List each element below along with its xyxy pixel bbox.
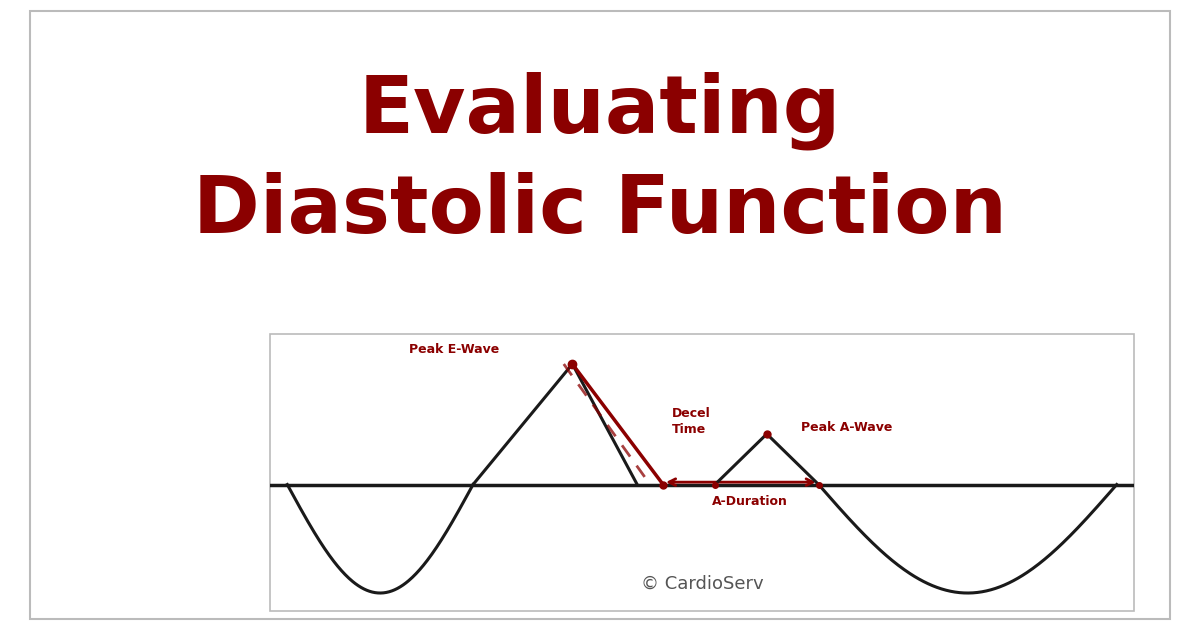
Text: © CardioServ: © CardioServ (641, 575, 763, 592)
Text: A-Duration: A-Duration (712, 495, 787, 508)
Text: Evaluating: Evaluating (359, 71, 841, 149)
Text: Decel
Time: Decel Time (672, 408, 710, 437)
FancyBboxPatch shape (270, 334, 1134, 611)
Text: Peak A-Wave: Peak A-Wave (802, 421, 893, 435)
Text: Diastolic Function: Diastolic Function (193, 172, 1007, 250)
FancyBboxPatch shape (30, 11, 1170, 619)
Text: Peak E-Wave: Peak E-Wave (409, 343, 499, 356)
